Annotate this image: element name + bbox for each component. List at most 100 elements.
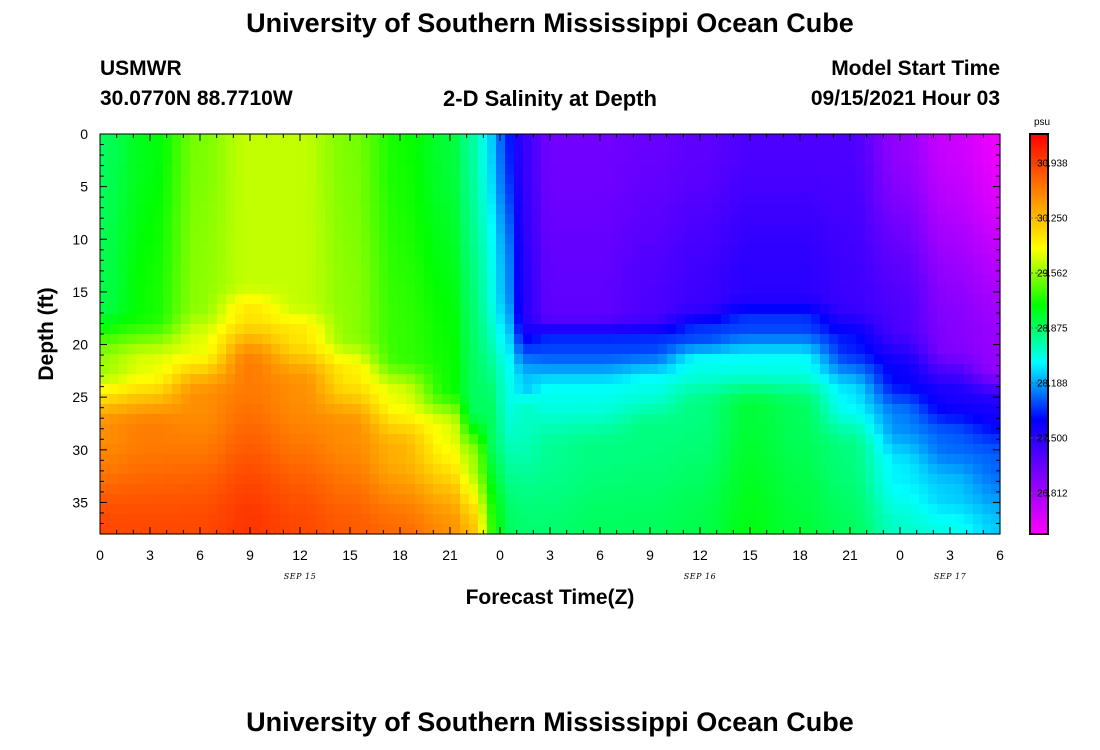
heatmap-cell bbox=[271, 524, 281, 535]
heatmap-cell bbox=[379, 404, 389, 415]
heatmap-cell bbox=[856, 454, 866, 465]
heatmap-cell bbox=[109, 294, 119, 305]
heatmap-cell bbox=[190, 334, 200, 345]
heatmap-cell bbox=[640, 264, 650, 275]
heatmap-cell bbox=[685, 394, 695, 405]
heatmap-cell bbox=[343, 524, 353, 535]
heatmap-cell bbox=[613, 394, 623, 405]
heatmap-cell bbox=[937, 354, 947, 365]
heatmap-cell bbox=[505, 344, 515, 355]
heatmap-cell bbox=[451, 364, 461, 375]
heatmap-cell bbox=[622, 404, 632, 415]
heatmap-cell bbox=[964, 184, 974, 195]
heatmap-cell bbox=[793, 434, 803, 445]
heatmap-cell bbox=[883, 474, 893, 485]
heatmap-cell bbox=[622, 464, 632, 475]
heatmap-cell bbox=[784, 354, 794, 365]
heatmap-cell bbox=[595, 264, 605, 275]
heatmap-cell bbox=[838, 134, 848, 145]
heatmap-cell bbox=[856, 244, 866, 255]
heatmap-cell bbox=[820, 424, 830, 435]
heatmap-cell bbox=[433, 294, 443, 305]
heatmap-cell bbox=[478, 164, 488, 175]
heatmap-cell bbox=[766, 274, 776, 285]
heatmap-cell bbox=[739, 524, 749, 535]
heatmap-cell bbox=[307, 354, 317, 365]
heatmap-cell bbox=[541, 144, 551, 155]
heatmap-cell bbox=[901, 234, 911, 245]
heatmap-cell bbox=[208, 224, 218, 235]
heatmap-cell bbox=[766, 264, 776, 275]
heatmap-cell bbox=[325, 244, 335, 255]
heatmap-cell bbox=[712, 524, 722, 535]
heatmap-cell bbox=[415, 364, 425, 375]
heatmap-cell bbox=[577, 224, 587, 235]
heatmap-cell bbox=[361, 174, 371, 185]
heatmap-cell bbox=[334, 454, 344, 465]
heatmap-cell bbox=[361, 194, 371, 205]
heatmap-cell bbox=[424, 264, 434, 275]
heatmap-cell bbox=[955, 364, 965, 375]
heatmap-cell bbox=[172, 184, 182, 195]
heatmap-cell bbox=[514, 524, 524, 535]
heatmap-cell bbox=[424, 184, 434, 195]
heatmap-cell bbox=[874, 394, 884, 405]
heatmap-cell bbox=[208, 494, 218, 505]
heatmap-cell bbox=[784, 294, 794, 305]
heatmap-cell bbox=[325, 464, 335, 475]
heatmap-cell bbox=[613, 274, 623, 285]
heatmap-cell bbox=[703, 464, 713, 475]
heatmap-cell bbox=[532, 374, 542, 385]
heatmap-cell bbox=[181, 424, 191, 435]
heatmap-cell bbox=[442, 404, 452, 415]
heatmap-cell bbox=[361, 494, 371, 505]
heatmap-cell bbox=[775, 394, 785, 405]
heatmap-cell bbox=[820, 404, 830, 415]
heatmap-cell bbox=[982, 214, 992, 225]
heatmap-cell bbox=[127, 404, 137, 415]
heatmap-cell bbox=[469, 174, 479, 185]
heatmap-cell bbox=[505, 294, 515, 305]
heatmap-cell bbox=[244, 234, 254, 245]
heatmap-cell bbox=[406, 504, 416, 515]
heatmap-cell bbox=[361, 364, 371, 375]
heatmap-cell bbox=[316, 144, 326, 155]
heatmap-cell bbox=[253, 274, 263, 285]
heatmap-cell bbox=[541, 494, 551, 505]
heatmap-cell bbox=[181, 244, 191, 255]
heatmap-cell bbox=[280, 344, 290, 355]
heatmap-cell bbox=[217, 204, 227, 215]
heatmap-cell bbox=[721, 274, 731, 285]
heatmap-cell bbox=[883, 134, 893, 145]
heatmap-cell bbox=[469, 214, 479, 225]
heatmap-cell bbox=[622, 224, 632, 235]
heatmap-cell bbox=[568, 194, 578, 205]
heatmap-cell bbox=[838, 144, 848, 155]
heatmap-cell bbox=[919, 244, 929, 255]
heatmap-cell bbox=[415, 524, 425, 535]
heatmap-cell bbox=[757, 224, 767, 235]
heatmap-cell bbox=[424, 174, 434, 185]
heatmap-cell bbox=[712, 164, 722, 175]
heatmap-cell bbox=[559, 444, 569, 455]
heatmap-cell bbox=[721, 304, 731, 315]
heatmap-cell bbox=[784, 164, 794, 175]
heatmap-cell bbox=[703, 324, 713, 335]
heatmap-cell bbox=[829, 214, 839, 225]
heatmap-cell bbox=[658, 354, 668, 365]
heatmap-cell bbox=[802, 294, 812, 305]
heatmap-cell bbox=[946, 334, 956, 345]
heatmap-cell bbox=[577, 324, 587, 335]
heatmap-cell bbox=[307, 374, 317, 385]
heatmap-cell bbox=[622, 274, 632, 285]
heatmap-cell bbox=[739, 164, 749, 175]
heatmap-cell bbox=[163, 424, 173, 435]
heatmap-cell bbox=[964, 474, 974, 485]
heatmap-cell bbox=[253, 394, 263, 405]
heatmap-cell bbox=[982, 274, 992, 285]
heatmap-cell bbox=[289, 234, 299, 245]
heatmap-cell bbox=[631, 374, 641, 385]
heatmap-cell bbox=[568, 504, 578, 515]
heatmap-cell bbox=[955, 494, 965, 505]
heatmap-cell bbox=[991, 384, 1001, 395]
